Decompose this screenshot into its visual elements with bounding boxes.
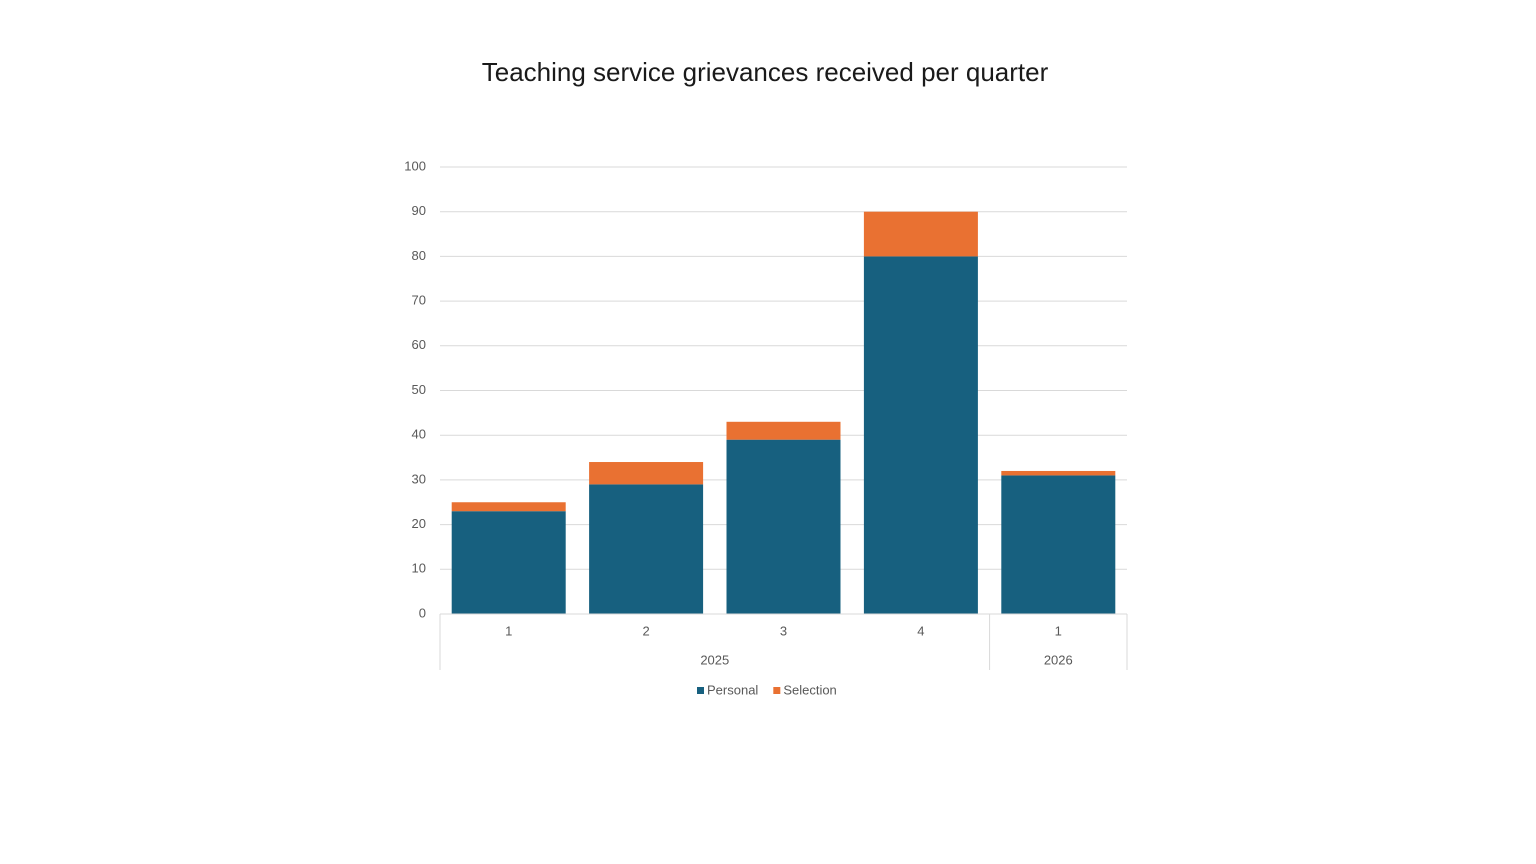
bar-segment: [863, 211, 978, 257]
legend-swatch: [773, 687, 781, 694]
bar-segment: [726, 421, 841, 440]
x-tick-label: 1: [505, 623, 512, 638]
y-tick-label: 60: [412, 337, 426, 352]
y-tick-label: 40: [412, 427, 426, 442]
y-tick-label: 70: [412, 293, 426, 308]
x-tick-label: 2: [642, 623, 649, 638]
y-tick-label: 0: [419, 605, 426, 620]
bar-segment: [589, 484, 704, 614]
y-tick-label: 30: [412, 471, 426, 486]
bar-segment: [726, 439, 841, 614]
y-tick-label: 100: [404, 158, 426, 173]
y-tick-label: 20: [412, 516, 426, 531]
chart-title: Teaching service grievances received per…: [482, 57, 1049, 87]
bar-segment: [863, 256, 978, 614]
x-tick-label: 1: [1055, 623, 1062, 638]
bar-segment: [451, 502, 566, 512]
bar-segment: [1001, 470, 1116, 476]
y-tick-label: 10: [412, 561, 426, 576]
y-tick-label: 80: [412, 248, 426, 263]
x-tick-label: 4: [917, 623, 924, 638]
bar-segment: [1001, 475, 1116, 614]
group-label: 2026: [1044, 652, 1073, 667]
legend-label: Personal: [707, 682, 758, 697]
y-tick-label: 90: [412, 203, 426, 218]
y-tick-label: 50: [412, 382, 426, 397]
group-label: 2025: [700, 652, 729, 667]
bar-segment: [451, 511, 566, 614]
x-tick-label: 3: [780, 623, 787, 638]
legend-label: Selection: [783, 682, 836, 697]
legend-swatch: [697, 687, 704, 694]
bar-segment: [589, 462, 704, 485]
